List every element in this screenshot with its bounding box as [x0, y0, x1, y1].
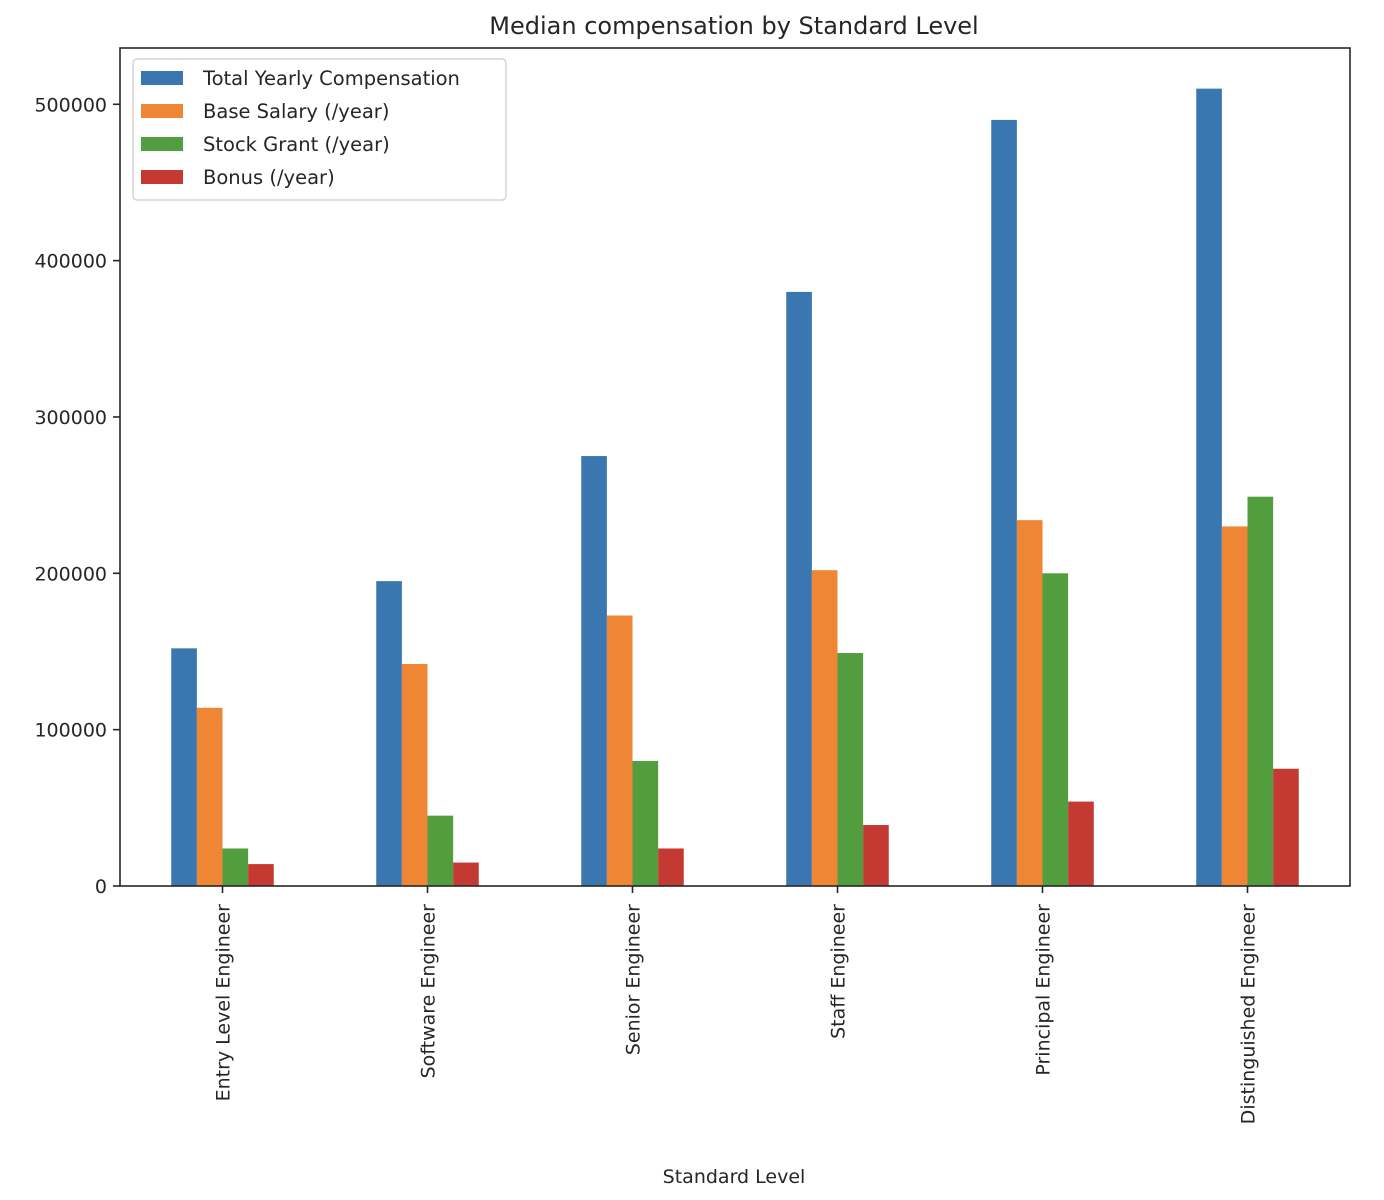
chart-title: Median compensation by Standard Level — [489, 12, 978, 40]
legend: Total Yearly Compensation Base Salary (/y… — [132, 58, 507, 201]
x-tick-label: Principal Engineer — [1033, 904, 1055, 1076]
legend-swatch — [141, 104, 183, 118]
legend-label: Base Salary (/year) — [203, 100, 389, 123]
x-tick-label: Entry Level Engineer — [213, 904, 235, 1102]
legend-swatch — [141, 71, 183, 85]
bar — [376, 581, 402, 886]
bar — [171, 648, 197, 886]
plot-frame — [119, 47, 1351, 887]
bar — [991, 119, 1017, 887]
bar — [837, 653, 864, 886]
bar — [453, 862, 479, 886]
bar — [1068, 801, 1094, 886]
bar — [1042, 573, 1069, 886]
legend-box — [132, 58, 507, 201]
y-tick-label: 0 — [95, 876, 107, 898]
legend-label: Bonus (/year) — [203, 166, 335, 189]
bar — [427, 815, 454, 886]
y-tick-label: 100000 — [34, 720, 107, 742]
bar — [786, 291, 812, 886]
legend-label: Stock Grant (/year) — [203, 133, 390, 156]
x-tick-label: Staff Engineer — [828, 904, 850, 1039]
bar — [222, 848, 249, 886]
bar — [1273, 768, 1299, 886]
x-tick-label: Distinguished Engineer — [1238, 904, 1260, 1124]
bar — [196, 707, 223, 886]
y-tick-label: 200000 — [34, 563, 107, 585]
x-axis-label: Standard Level — [663, 1166, 806, 1188]
bar — [1221, 526, 1248, 886]
bar — [811, 570, 838, 886]
legend-label: Total Yearly Compensation — [202, 67, 460, 90]
bar — [1196, 88, 1222, 886]
bar — [606, 615, 633, 886]
bar — [863, 825, 889, 886]
x-tick-label: Senior Engineer — [623, 904, 645, 1055]
y-tick-label: 500000 — [34, 94, 107, 116]
legend-swatch — [141, 137, 183, 151]
x-tick-label: Software Engineer — [418, 904, 440, 1079]
bar — [401, 663, 428, 886]
y-tick-label: 300000 — [34, 407, 107, 429]
bar — [658, 848, 684, 886]
bar — [1016, 520, 1043, 886]
bars-layer — [171, 88, 1299, 887]
legend-swatch — [141, 170, 183, 184]
axes-layer: 0 100000 200000 300000 400000 500000 Entry Lev… — [34, 47, 1351, 1124]
y-tick-label: 400000 — [34, 251, 107, 273]
bar — [248, 864, 274, 886]
bar — [1247, 496, 1274, 886]
bar — [632, 760, 659, 886]
bar — [581, 456, 607, 886]
